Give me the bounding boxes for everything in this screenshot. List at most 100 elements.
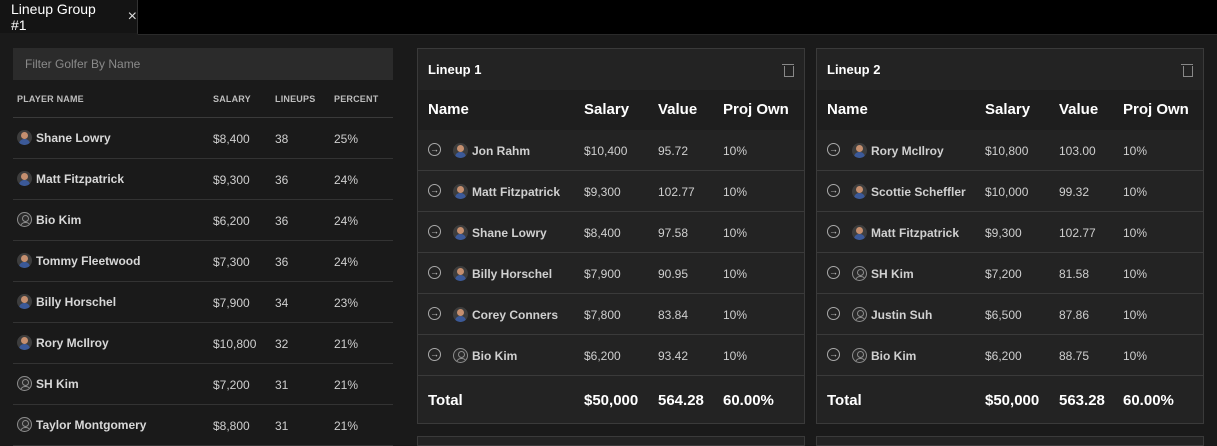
player-name: Tommy Fleetwood [17,253,140,268]
col-name: Name [428,101,469,118]
golfer-value: 88.75 [1059,349,1090,363]
player-row[interactable]: Bio Kim $6,200 36 24% [13,200,393,241]
tab-lineup-group[interactable]: Lineup Group #1 × [0,0,138,35]
player-salary: $8,400 [213,132,250,146]
close-icon[interactable]: × [127,7,137,25]
player-percent: 21% [334,378,359,392]
arrow-circle-right-icon[interactable]: → [428,225,441,238]
lineup-row: → Bio Kim $6,200 93.42 10% [418,335,804,376]
lineup-table-body: → Rory McIlroy $10,800 103.00 10% → Scottie Sc… [817,130,1203,376]
player-salary: $8,800 [213,419,250,433]
player-percent: 23% [334,296,359,310]
player-row[interactable]: Tommy Fleetwood $7,300 36 24% [13,241,393,282]
golfer-value: 97.58 [658,226,689,240]
col-salary[interactable]: SALARY [213,94,251,104]
player-row[interactable]: Matt Fitzpatrick $9,300 36 24% [13,159,393,200]
player-row[interactable]: Taylor Montgomery $8,800 31 21% [13,405,393,446]
filter-golfer-input[interactable] [13,48,393,80]
golfer-name[interactable]: SH Kim [852,266,914,281]
player-name: Shane Lowry [17,130,111,145]
lineup-row: → Corey Conners $7,800 83.84 10% [418,294,804,335]
avatar-icon [852,266,867,281]
arrow-circle-right-icon[interactable]: → [827,348,840,361]
avatar-icon [852,225,867,240]
golfer-salary: $7,900 [584,267,621,281]
avatar-icon [453,307,468,322]
lineup-table-body: → Jon Rahm $10,400 95.72 10% → Matt Fitzpatric… [418,130,804,376]
lineup-table-header: Name Salary Value Proj Own [817,90,1203,130]
lineup-total-row: Total $50,000 563.28 60.00% [817,376,1203,424]
col-salary: Salary [985,101,1031,118]
golfer-value: 93.42 [658,349,689,363]
golfer-salary: $10,400 [584,144,628,158]
total-value: 563.28 [1059,392,1105,409]
col-percent[interactable]: PERCENT [334,94,379,104]
player-percent: 24% [334,173,359,187]
golfer-salary: $6,200 [584,349,621,363]
player-salary: $7,300 [213,255,250,269]
golfer-name[interactable]: Scottie Scheffler [852,184,966,199]
golfer-name[interactable]: Justin Suh [852,307,932,322]
lineup-card-1: Lineup 1 Name Salary Value Proj Own → Jon… [417,48,805,424]
trash-icon[interactable] [1181,63,1193,77]
player-name: Billy Horschel [17,294,116,309]
golfer-name[interactable]: Bio Kim [852,348,916,363]
golfer-name[interactable]: Billy Horschel [453,266,552,281]
golfer-name[interactable]: Shane Lowry [453,225,547,240]
col-lineups[interactable]: LINEUPS [275,94,316,104]
arrow-circle-right-icon[interactable]: → [428,348,441,361]
avatar-icon [453,266,468,281]
golfer-name[interactable]: Corey Conners [453,307,558,322]
golfer-name[interactable]: Matt Fitzpatrick [453,184,560,199]
lineup-row: → Matt Fitzpatrick $9,300 102.77 10% [817,212,1203,253]
golfer-name[interactable]: Jon Rahm [453,143,530,158]
players-table-body: Shane Lowry $8,400 38 25% Matt Fitzpatrick $9… [13,118,393,446]
golfer-value: 95.72 [658,144,689,158]
arrow-circle-right-icon[interactable]: → [428,143,441,156]
arrow-circle-right-icon[interactable]: → [827,184,840,197]
lineup-table-header: Name Salary Value Proj Own [418,90,804,130]
player-lineups: 36 [275,255,289,269]
avatar-icon [17,171,32,186]
arrow-circle-right-icon[interactable]: → [827,225,840,238]
golfer-value: 90.95 [658,267,689,281]
player-row[interactable]: SH Kim $7,200 31 21% [13,364,393,405]
avatar-icon [17,130,32,145]
player-row[interactable]: Billy Horschel $7,900 34 23% [13,282,393,323]
player-percent: 24% [334,255,359,269]
col-player-name[interactable]: PLAYER NAME [17,94,84,104]
lineup-row: → Bio Kim $6,200 88.75 10% [817,335,1203,376]
avatar-icon [852,307,867,322]
trash-icon[interactable] [782,63,794,77]
player-name: Bio Kim [17,212,81,227]
arrow-circle-right-icon[interactable]: → [428,266,441,279]
total-proj-own: 60.00% [723,392,774,409]
golfer-salary: $7,200 [985,267,1022,281]
avatar-icon [17,212,32,227]
player-salary: $7,900 [213,296,250,310]
golfer-name[interactable]: Bio Kim [453,348,517,363]
total-proj-own: 60.00% [1123,392,1174,409]
golfer-proj-own: 10% [1123,226,1148,240]
player-name: Rory McIlroy [17,335,109,350]
lineup-row: → Shane Lowry $8,400 97.58 10% [418,212,804,253]
arrow-circle-right-icon[interactable]: → [428,307,441,320]
lineup-card-3 [417,436,805,446]
player-salary: $6,200 [213,214,250,228]
players-table-header: PLAYER NAME SALARY LINEUPS PERCENT [13,80,393,118]
player-row[interactable]: Rory McIlroy $10,800 32 21% [13,323,393,364]
total-label: Total [827,392,862,409]
arrow-circle-right-icon[interactable]: → [827,266,840,279]
arrow-circle-right-icon[interactable]: → [827,143,840,156]
player-row[interactable]: Shane Lowry $8,400 38 25% [13,118,393,159]
player-lineups: 34 [275,296,289,310]
avatar-icon [852,184,867,199]
arrow-circle-right-icon[interactable]: → [827,307,840,320]
player-salary: $9,300 [213,173,250,187]
golfer-name[interactable]: Rory McIlroy [852,143,944,158]
lineup-title: Lineup 2 [827,62,881,77]
avatar-icon [453,143,468,158]
avatar-icon [453,225,468,240]
golfer-name[interactable]: Matt Fitzpatrick [852,225,959,240]
arrow-circle-right-icon[interactable]: → [428,184,441,197]
